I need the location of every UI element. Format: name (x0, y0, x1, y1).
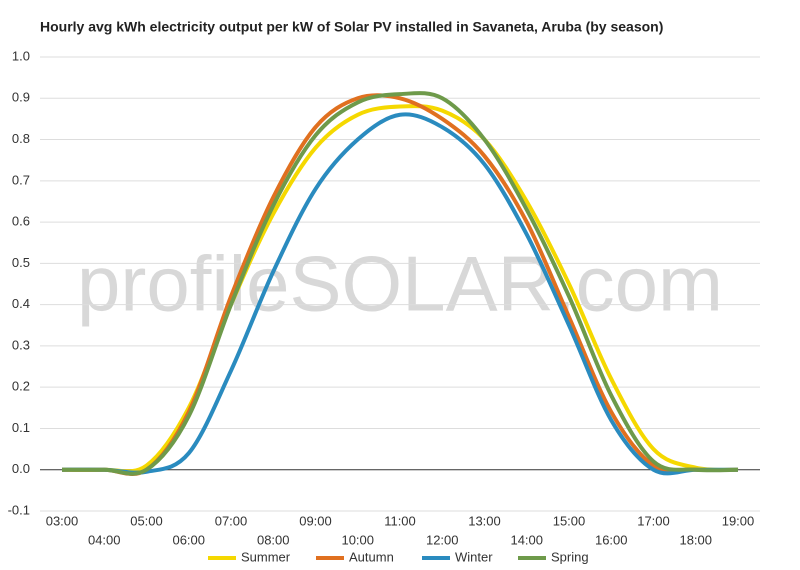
legend-label: Autumn (349, 549, 394, 564)
x-tick-label: 12:00 (426, 532, 459, 547)
y-tick-label: -0.1 (8, 502, 30, 517)
legend-label: Winter (455, 549, 493, 564)
x-tick-label: 08:00 (257, 532, 290, 547)
y-tick-label: 0.2 (12, 379, 30, 394)
legend-label: Summer (241, 549, 291, 564)
y-tick-label: 0.9 (12, 90, 30, 105)
x-tick-label: 09:00 (299, 513, 332, 528)
x-tick-label: 18:00 (679, 532, 712, 547)
y-tick-label: 0.4 (12, 296, 30, 311)
y-tick-label: 0.7 (12, 172, 30, 187)
x-tick-label: 10:00 (341, 532, 374, 547)
x-tick-label: 16:00 (595, 532, 628, 547)
y-tick-label: 1.0 (12, 48, 30, 63)
x-tick-label: 11:00 (384, 513, 416, 528)
x-tick-label: 05:00 (130, 513, 163, 528)
y-tick-label: 0.3 (12, 337, 30, 352)
chart-title: Hourly avg kWh electricity output per kW… (40, 19, 663, 35)
series-line (61, 112, 738, 476)
series-line (62, 91, 739, 476)
series-line (61, 104, 739, 474)
x-tick-label: 06:00 (172, 532, 205, 547)
x-tick-label: 07:00 (215, 513, 248, 528)
watermark: profileSOLAR.com (77, 240, 723, 328)
x-tick-label: 13:00 (468, 513, 501, 528)
y-tick-label: 0.8 (12, 131, 30, 146)
y-tick-label: 0.1 (12, 420, 30, 435)
x-tick-label: 19:00 (722, 513, 755, 528)
y-tick-label: 0.5 (12, 255, 30, 270)
x-tick-label: 14:00 (510, 532, 543, 547)
x-tick-label: 03:00 (46, 513, 79, 528)
legend-label: Spring (551, 549, 589, 564)
x-tick-label: 04:00 (88, 532, 121, 547)
y-tick-label: 0.0 (12, 461, 30, 476)
y-tick-label: 0.6 (12, 214, 30, 229)
x-tick-label: 15:00 (553, 513, 586, 528)
x-tick-label: 17:00 (637, 513, 670, 528)
